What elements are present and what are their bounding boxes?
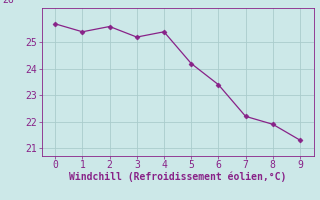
X-axis label: Windchill (Refroidissement éolien,°C): Windchill (Refroidissement éolien,°C) bbox=[69, 172, 286, 182]
Text: 26: 26 bbox=[3, 0, 14, 5]
